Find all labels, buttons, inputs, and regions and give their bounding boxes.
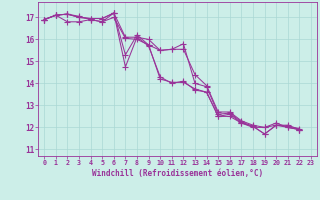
X-axis label: Windchill (Refroidissement éolien,°C): Windchill (Refroidissement éolien,°C): [92, 169, 263, 178]
